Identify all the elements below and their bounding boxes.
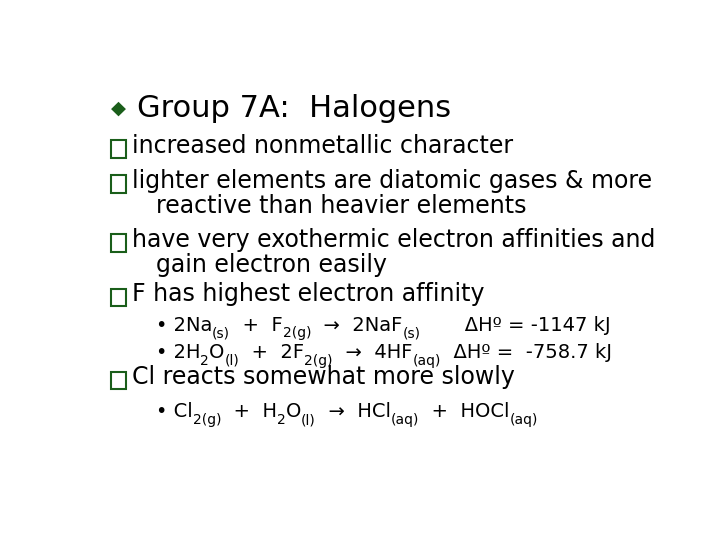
Text: lighter elements are diatomic gases & more: lighter elements are diatomic gases & mo… [132,169,652,193]
Text: ΔHº = -1147 kJ: ΔHº = -1147 kJ [421,315,611,335]
Text: F has highest electron affinity: F has highest electron affinity [132,282,485,306]
Text: 2: 2 [200,354,209,368]
Text: (aq): (aq) [510,413,539,427]
Text: have very exothermic electron affinities and: have very exothermic electron affinities… [132,228,655,252]
Bar [111,234,126,252]
Text: 2: 2 [277,413,286,427]
Bar [111,288,126,306]
Text: Group 7A:  Halogens: Group 7A: Halogens [138,94,451,123]
Text: gain electron easily: gain electron easily [156,253,387,277]
Text: O: O [209,343,225,362]
Bar [111,176,126,193]
Text: (l): (l) [301,413,316,427]
Text: O: O [286,402,301,422]
Text: • Cl: • Cl [156,402,192,422]
Text: →  4HF: → 4HF [333,343,413,362]
Text: (s): (s) [403,326,421,340]
Bar [111,140,126,158]
Text: (s): (s) [212,326,230,340]
Text: ΔHº =  -758.7 kJ: ΔHº = -758.7 kJ [441,343,612,362]
Text: ◆: ◆ [111,99,126,118]
Text: reactive than heavier elements: reactive than heavier elements [156,194,526,218]
Text: +  H: + H [221,402,277,422]
Text: (aq): (aq) [413,354,441,368]
Text: increased nonmetallic character: increased nonmetallic character [132,134,513,158]
Text: (l): (l) [225,354,239,368]
Text: +  F: + F [230,315,283,335]
Text: • 2H: • 2H [156,343,200,362]
Text: 2(g): 2(g) [192,413,221,427]
Text: (aq): (aq) [391,413,419,427]
Text: →  HCl: → HCl [316,402,391,422]
Text: 2(g): 2(g) [283,326,312,340]
Text: +  2F: + 2F [239,343,305,362]
Text: 2(g): 2(g) [305,354,333,368]
Text: →  2NaF: → 2NaF [312,315,403,335]
Text: Cl reacts somewhat more slowly: Cl reacts somewhat more slowly [132,366,515,389]
Text: +  HOCl: + HOCl [419,402,510,422]
Text: • 2Na: • 2Na [156,315,212,335]
Bar [111,372,126,389]
